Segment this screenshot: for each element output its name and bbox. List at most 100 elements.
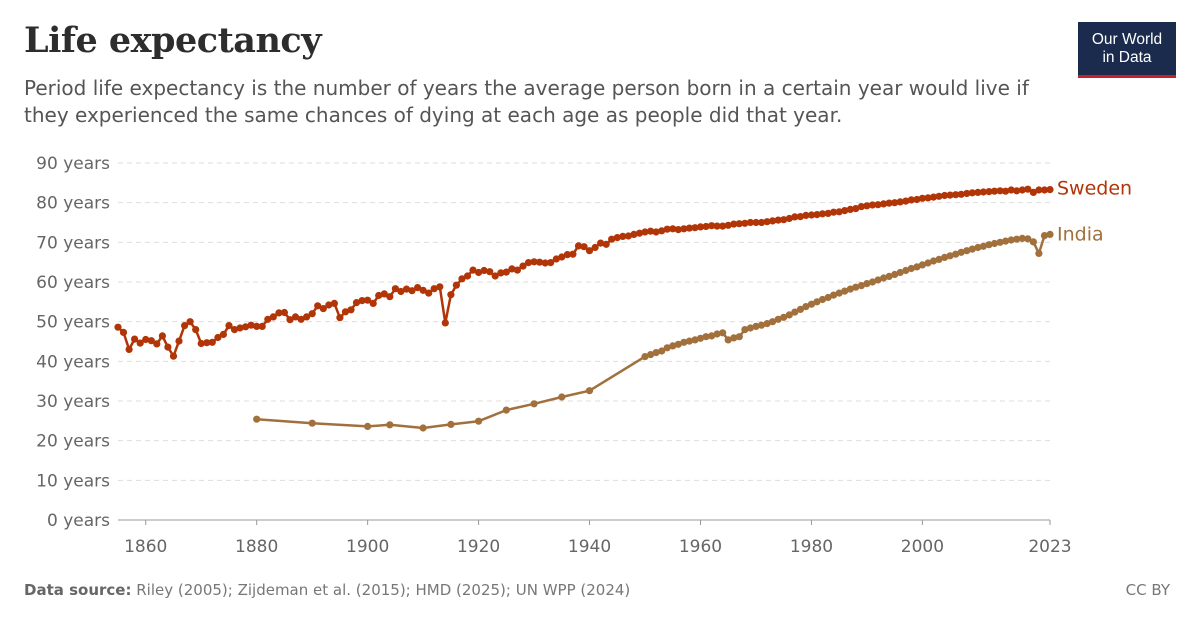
- sweden-data-point[interactable]: [458, 275, 466, 283]
- sweden-data-point[interactable]: [719, 222, 727, 230]
- india-data-point[interactable]: [957, 248, 965, 256]
- sweden-data-point[interactable]: [286, 316, 294, 324]
- sweden-data-point[interactable]: [852, 205, 860, 213]
- india-data-point[interactable]: [963, 247, 971, 255]
- sweden-data-point[interactable]: [280, 308, 288, 317]
- sweden-data-point[interactable]: [319, 305, 327, 313]
- india-data-point[interactable]: [757, 321, 766, 329]
- sweden-data-point[interactable]: [208, 338, 216, 346]
- sweden-data-point[interactable]: [391, 285, 399, 293]
- sweden-data-point[interactable]: [902, 197, 910, 205]
- sweden-data-point[interactable]: [175, 337, 183, 345]
- india-data-point[interactable]: [735, 333, 743, 341]
- india-data-point[interactable]: [702, 333, 710, 341]
- sweden-data-point[interactable]: [952, 191, 960, 199]
- sweden-data-point[interactable]: [486, 268, 494, 276]
- sweden-data-point[interactable]: [658, 227, 666, 235]
- india-data-point[interactable]: [902, 266, 910, 275]
- india-data-point[interactable]: [669, 342, 677, 350]
- india-data-point[interactable]: [824, 293, 832, 302]
- sweden-data-point[interactable]: [774, 216, 782, 224]
- india-data-point[interactable]: [680, 338, 688, 346]
- india-data-point[interactable]: [891, 270, 899, 279]
- india-data-point[interactable]: [896, 268, 904, 277]
- sweden-data-point[interactable]: [824, 209, 832, 217]
- sweden-data-point[interactable]: [574, 242, 583, 250]
- india-data-point[interactable]: [818, 295, 827, 304]
- sweden-data-point[interactable]: [197, 339, 205, 348]
- sweden-data-point[interactable]: [1040, 186, 1049, 194]
- india-data-point[interactable]: [880, 274, 888, 282]
- sweden-data-point[interactable]: [536, 258, 544, 266]
- india-data-point[interactable]: [990, 239, 999, 248]
- sweden-data-point[interactable]: [913, 195, 921, 204]
- sweden-data-point[interactable]: [352, 299, 361, 307]
- sweden-data-point[interactable]: [741, 219, 749, 227]
- sweden-data-point[interactable]: [602, 240, 610, 248]
- sweden-data-point[interactable]: [297, 315, 305, 323]
- sweden-data-point[interactable]: [896, 198, 904, 206]
- sweden-data-point[interactable]: [425, 289, 433, 297]
- india-data-point[interactable]: [941, 253, 949, 261]
- sweden-data-point[interactable]: [846, 205, 854, 213]
- sweden-data-point[interactable]: [325, 301, 333, 309]
- sweden-data-point[interactable]: [497, 269, 505, 277]
- india-data-point[interactable]: [874, 276, 882, 284]
- sweden-data-point[interactable]: [580, 243, 588, 251]
- sweden-data-point[interactable]: [597, 239, 605, 247]
- india-data-point[interactable]: [1029, 238, 1037, 246]
- sweden-data-point[interactable]: [641, 228, 649, 236]
- sweden-data-point[interactable]: [613, 234, 621, 242]
- india-data-point[interactable]: [1024, 235, 1032, 243]
- india-data-point[interactable]: [852, 283, 860, 291]
- sweden-line[interactable]: [117, 187, 1051, 358]
- india-data-point[interactable]: [652, 349, 660, 357]
- sweden-data-point[interactable]: [436, 283, 444, 291]
- sweden-data-point[interactable]: [236, 324, 244, 332]
- sweden-data-point[interactable]: [291, 313, 300, 321]
- india-data-point[interactable]: [713, 330, 721, 338]
- sweden-data-point[interactable]: [258, 322, 266, 330]
- sweden-data-point[interactable]: [1046, 186, 1054, 194]
- sweden-data-point[interactable]: [469, 266, 477, 274]
- sweden-data-point[interactable]: [785, 214, 793, 223]
- sweden-data-point[interactable]: [230, 326, 239, 334]
- india-data-point[interactable]: [830, 291, 838, 299]
- sweden-data-point[interactable]: [990, 187, 999, 195]
- sweden-data-point[interactable]: [308, 310, 316, 318]
- sweden-data-point[interactable]: [757, 218, 766, 227]
- sweden-data-point[interactable]: [547, 259, 555, 267]
- sweden-data-point[interactable]: [891, 199, 899, 207]
- sweden-data-point[interactable]: [1035, 186, 1043, 194]
- india-data-point[interactable]: [868, 278, 877, 286]
- india-data-point[interactable]: [741, 326, 749, 334]
- sweden-data-point[interactable]: [563, 251, 572, 259]
- india-data-point[interactable]: [475, 417, 483, 425]
- sweden-data-point[interactable]: [857, 203, 866, 211]
- india-data-point[interactable]: [641, 353, 649, 361]
- india-data-point[interactable]: [502, 406, 510, 414]
- sweden-data-point[interactable]: [147, 337, 155, 345]
- sweden-data-point[interactable]: [375, 291, 383, 300]
- india-data-point[interactable]: [796, 305, 805, 313]
- sweden-data-point[interactable]: [708, 222, 716, 230]
- sweden-data-point[interactable]: [802, 211, 810, 219]
- sweden-data-point[interactable]: [652, 228, 660, 236]
- sweden-data-point[interactable]: [153, 340, 161, 348]
- sweden-data-point[interactable]: [935, 192, 943, 200]
- sweden-data-point[interactable]: [974, 188, 982, 196]
- india-data-point[interactable]: [929, 257, 938, 265]
- sweden-data-point[interactable]: [314, 302, 322, 310]
- india-data-point[interactable]: [696, 334, 705, 342]
- sweden-data-point[interactable]: [181, 322, 189, 330]
- sweden-data-point[interactable]: [863, 202, 871, 210]
- sweden-data-point[interactable]: [868, 201, 877, 209]
- sweden-data-point[interactable]: [685, 224, 694, 232]
- sweden-data-point[interactable]: [585, 247, 594, 255]
- sweden-data-point[interactable]: [996, 187, 1004, 195]
- india-data-point[interactable]: [685, 337, 694, 345]
- india-data-point[interactable]: [813, 298, 821, 306]
- india-data-point[interactable]: [752, 322, 760, 330]
- sweden-data-point[interactable]: [674, 226, 682, 234]
- sweden-data-point[interactable]: [513, 266, 522, 274]
